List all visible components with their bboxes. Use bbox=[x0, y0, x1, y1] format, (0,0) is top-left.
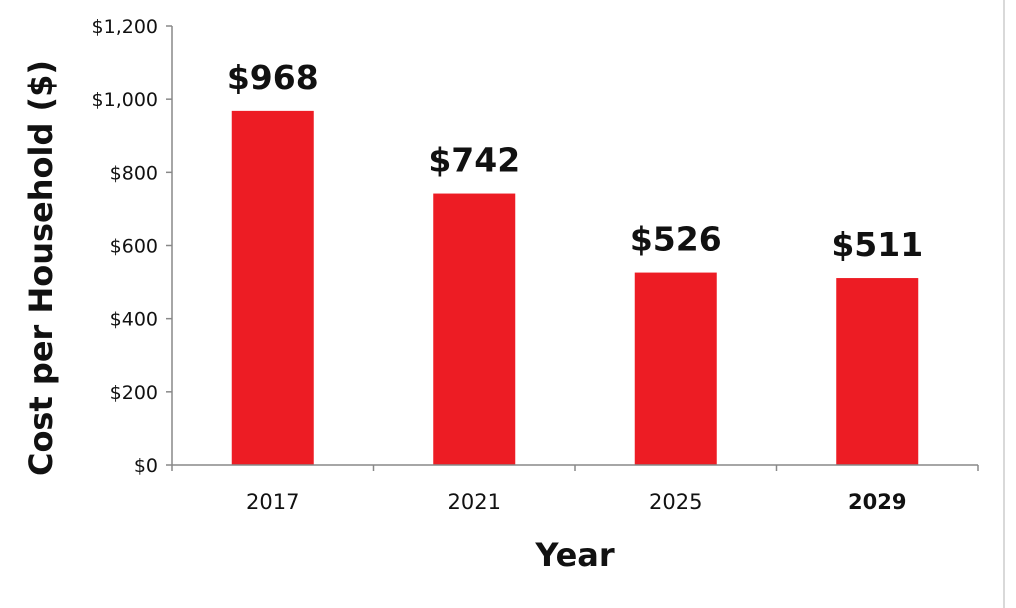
x-axis-title: Year bbox=[534, 536, 615, 574]
y-tick-label: $1,000 bbox=[92, 89, 158, 111]
bars bbox=[232, 111, 919, 465]
data-label-2021: $742 bbox=[428, 141, 520, 180]
bar-2017 bbox=[232, 111, 314, 465]
y-tick-label: $400 bbox=[110, 309, 158, 331]
bar-2021 bbox=[433, 194, 515, 465]
y-axis-ticks: $0 $200 $400 $600 $800 $1,000 $1,200 bbox=[92, 16, 172, 477]
x-tick-label-2021: 2021 bbox=[448, 490, 501, 514]
data-labels: $968 $742 $526 $511 bbox=[227, 58, 923, 264]
frame-border bbox=[1003, 0, 1005, 608]
bar-2029 bbox=[836, 278, 918, 465]
x-tick-label-2025: 2025 bbox=[649, 490, 702, 514]
y-tick-label: $600 bbox=[110, 236, 158, 258]
y-tick-label: $1,200 bbox=[92, 16, 158, 38]
x-axis-ticks: 2017 2021 2025 2029 bbox=[172, 465, 978, 514]
data-label-2025: $526 bbox=[630, 220, 722, 259]
y-tick-label: $800 bbox=[110, 162, 158, 184]
y-tick-label: $200 bbox=[110, 382, 158, 404]
x-tick-label-2029: 2029 bbox=[848, 490, 906, 514]
y-axis-title: Cost per Household ($) bbox=[22, 60, 60, 476]
y-tick-label: $0 bbox=[134, 455, 158, 477]
bar-2025 bbox=[635, 273, 717, 465]
x-tick-label-2017: 2017 bbox=[246, 490, 299, 514]
data-label-2029: $511 bbox=[831, 225, 923, 264]
data-label-2017: $968 bbox=[227, 58, 319, 97]
